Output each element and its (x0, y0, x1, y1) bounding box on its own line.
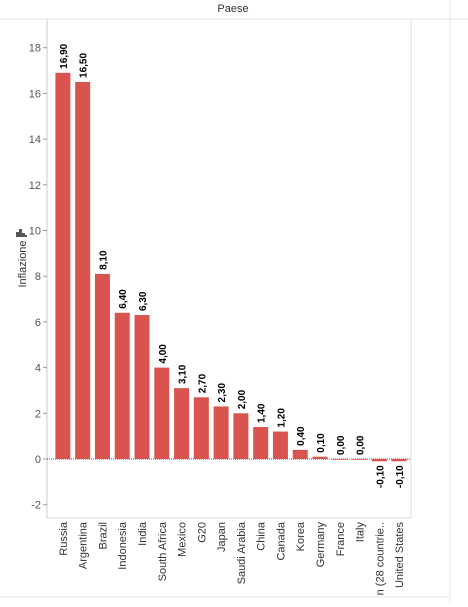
bar[interactable] (272, 431, 288, 459)
y-tick-label: 4 (35, 363, 41, 375)
data-label: 0,10 (316, 433, 327, 453)
x-tick-label: Italy (355, 522, 367, 543)
icon-bar (25, 235, 27, 237)
x-axis-ticks: Russia Argentina Brazil Indonesia India South… (58, 521, 406, 595)
y-tick-label: -2 (31, 500, 41, 512)
icon-bar (16, 232, 19, 237)
x-tick-label: Brazil (97, 522, 109, 550)
chart-title: Paese (217, 3, 248, 15)
bar[interactable] (134, 315, 150, 459)
bar[interactable] (193, 397, 209, 459)
data-label: 4,00 (158, 344, 169, 364)
bar[interactable] (253, 427, 269, 459)
icon-bar (22, 233, 25, 237)
y-axis-label: Inflazione (17, 240, 29, 287)
y-tick-label: 0 (35, 454, 41, 466)
x-tick-label: n (28 countrie.. (374, 522, 386, 595)
bar[interactable] (94, 273, 110, 459)
bar[interactable] (233, 413, 249, 459)
bar[interactable] (55, 72, 71, 460)
bar[interactable] (332, 459, 348, 460)
x-tick-label: Canada (275, 521, 287, 560)
data-label: 6,30 (138, 291, 149, 311)
bar[interactable] (312, 456, 328, 459)
bar[interactable] (213, 406, 229, 459)
data-label: 6,40 (118, 289, 129, 309)
data-label: 16,50 (79, 53, 90, 78)
x-tick-label: Korea (295, 521, 307, 551)
data-label: 16,90 (59, 43, 70, 68)
x-tick-label: Indonesia (117, 521, 129, 570)
y-tick-label: 12 (29, 180, 41, 192)
bar[interactable] (371, 459, 387, 462)
y-tick-label: 6 (35, 317, 41, 329)
data-labels: 16,90 16,50 8,10 6,40 6,30 4,00 3,10 2,70 2,30 2,… (59, 43, 406, 488)
bar[interactable] (292, 449, 308, 459)
data-label: 1,20 (276, 408, 287, 428)
x-tick-label: France (335, 522, 347, 556)
x-tick-label: United States (394, 522, 406, 589)
data-label: 8,10 (98, 250, 109, 270)
y-tick-label: 14 (29, 134, 41, 146)
bar[interactable] (114, 312, 130, 459)
icon-bar (19, 229, 22, 237)
x-tick-label: Russia (58, 521, 70, 556)
bar[interactable] (352, 459, 368, 460)
y-tick-label: 10 (29, 226, 41, 238)
y-tick-label: 2 (35, 408, 41, 420)
x-tick-label: Saudi Arabia (236, 521, 248, 584)
bar[interactable] (174, 388, 190, 459)
data-label: 3,10 (178, 364, 189, 384)
data-label: -0,10 (395, 465, 406, 488)
bar-chart-icon (16, 229, 27, 237)
data-label: 2,70 (197, 373, 208, 393)
data-label: 2,30 (217, 383, 228, 403)
data-label: 1,40 (257, 403, 268, 423)
x-tick-label: Argentina (78, 521, 90, 569)
x-tick-label: China (256, 521, 268, 551)
bar[interactable] (75, 81, 91, 459)
x-tick-label: South Africa (157, 521, 169, 581)
data-label: 0,00 (356, 435, 367, 455)
x-tick-label: G20 (196, 522, 208, 543)
x-tick-label: India (137, 521, 149, 546)
x-tick-label: Germany (315, 522, 327, 568)
data-label: 2,00 (237, 389, 248, 409)
x-tick-label: Japan (216, 522, 228, 552)
y-tick-label: 18 (29, 43, 41, 55)
bars (55, 72, 407, 462)
y-axis-ticks: -2 0 2 4 6 8 10 12 14 16 18 (29, 43, 47, 512)
data-label: -0,10 (375, 465, 386, 488)
x-tick-label: Mexico (177, 522, 189, 557)
y-tick-label: 8 (35, 271, 41, 283)
y-tick-label: 16 (29, 88, 41, 100)
bar[interactable] (391, 459, 407, 462)
data-label: 0,40 (296, 426, 307, 446)
data-label: 0,00 (336, 435, 347, 455)
bar[interactable] (154, 367, 170, 459)
